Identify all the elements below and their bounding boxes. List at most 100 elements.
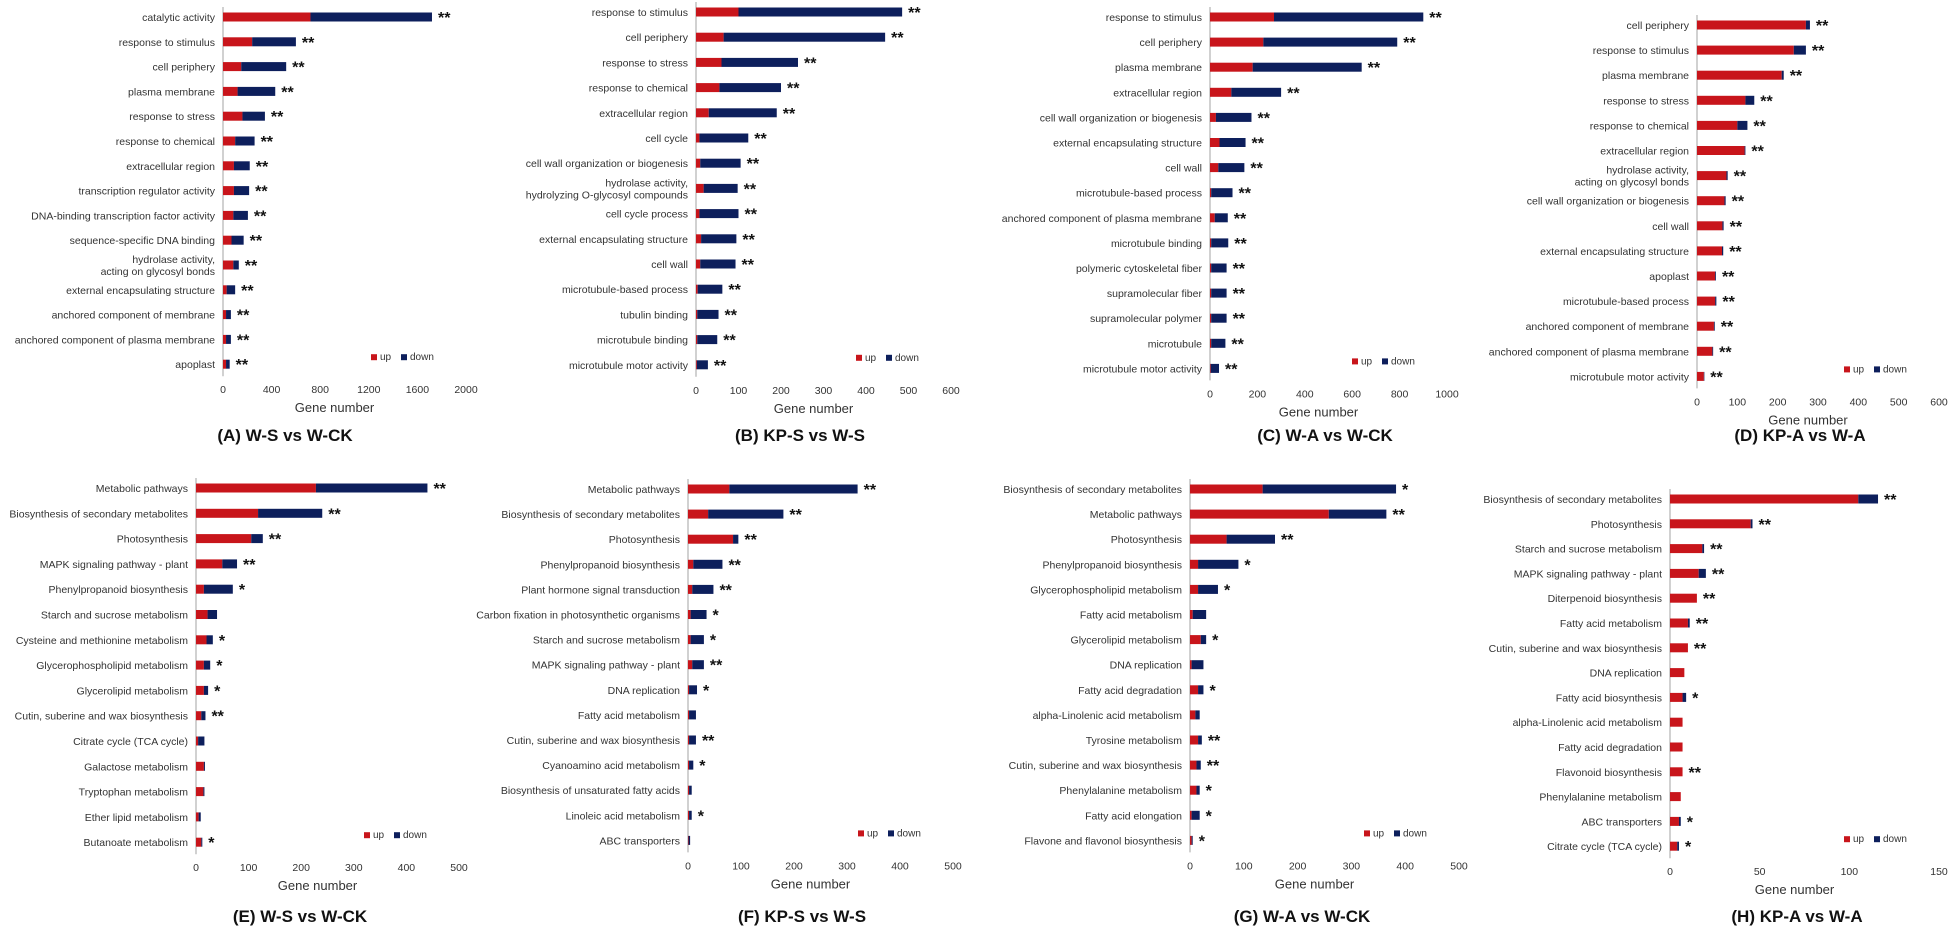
bar-up	[1670, 593, 1697, 603]
bar-up	[1190, 584, 1199, 594]
significance-marker: **	[1207, 758, 1220, 775]
category-label: microtubule-based process	[1563, 296, 1689, 308]
bar-down	[738, 7, 903, 17]
bar-up	[688, 610, 691, 619]
significance-marker: **	[256, 159, 269, 176]
significance-marker: **	[1703, 591, 1716, 608]
significance-marker: **	[804, 55, 817, 72]
bar-down	[1858, 494, 1879, 504]
category-label: anchored component of membrane	[52, 310, 216, 322]
bar-down	[1793, 45, 1806, 55]
bar-down	[1218, 163, 1245, 173]
category-label: microtubule binding	[1111, 238, 1202, 250]
x-tick-label: 100	[1235, 860, 1253, 872]
significance-marker: **	[433, 481, 446, 498]
category-label: external encapsulating structure	[66, 285, 215, 297]
significance-marker: **	[1368, 60, 1381, 77]
bar-up	[1210, 338, 1212, 348]
chart-panel-4: cell periphery ** response to stimulus ** pl…	[1489, 15, 1948, 445]
bar-down	[1191, 810, 1200, 820]
significance-marker: **	[742, 232, 755, 249]
bar-up	[696, 158, 701, 168]
bar-down	[1211, 288, 1227, 298]
bar-down	[1722, 221, 1724, 231]
category-label: response to stress	[602, 57, 688, 69]
category-label: Flavone and flavonol biosynthesis	[1024, 835, 1182, 847]
bar-down	[233, 210, 248, 220]
significance-marker: **	[1732, 194, 1745, 211]
bar-down	[689, 685, 698, 695]
category-label: alpha-Linolenic acid metabolism	[1033, 710, 1183, 722]
legend-label-down: down	[897, 828, 921, 839]
bar-up	[688, 760, 690, 770]
significance-marker: *	[214, 683, 221, 700]
category-label: Biosynthesis of secondary metabolites	[9, 508, 188, 520]
bar-up	[688, 660, 693, 670]
significance-marker: *	[1212, 633, 1219, 650]
bar-up	[1190, 559, 1199, 569]
significance-marker: *	[1685, 839, 1692, 856]
legend-label-down: down	[1391, 356, 1415, 367]
x-tick-label: 800	[1391, 388, 1409, 400]
significance-marker: **	[1403, 35, 1416, 52]
significance-marker: **	[1758, 517, 1771, 534]
significance-marker: **	[1231, 336, 1244, 353]
bar-up	[1670, 668, 1685, 678]
significance-marker: **	[1722, 269, 1735, 286]
significance-marker: **	[1730, 219, 1743, 236]
bar-down	[206, 635, 213, 645]
category-label: cell wall	[651, 259, 688, 271]
bar-up	[696, 32, 724, 42]
category-label: cell periphery	[1140, 37, 1203, 49]
significance-marker: **	[1689, 765, 1702, 782]
bar-up	[696, 108, 709, 118]
bar-up	[1210, 188, 1212, 198]
category-label: cell cycle process	[606, 209, 688, 221]
x-tick-label: 200	[772, 385, 790, 397]
bar-down	[226, 285, 236, 295]
x-tick-label: 50	[1754, 866, 1766, 878]
bar-up	[196, 660, 204, 670]
category-label: Phenylpropanoid biosynthesis	[48, 584, 188, 596]
bar-down	[703, 183, 738, 193]
bar-up	[1697, 95, 1746, 105]
bar-down	[1211, 313, 1227, 323]
significance-marker: **	[1760, 93, 1773, 110]
panel-title: (F) KP-S vs W-S	[738, 907, 866, 926]
bar-down	[198, 736, 205, 746]
bar-up	[1190, 660, 1192, 670]
category-label: cell periphery	[1627, 20, 1690, 32]
bar-up	[196, 508, 259, 518]
category-label: microtubule motor activity	[569, 360, 689, 372]
category-label: Cutin, suberine and wax biosynthesis	[1489, 643, 1662, 655]
chart-panel-1: catalytic activity ** response to stimulus…	[15, 7, 478, 445]
bar-down	[689, 710, 696, 720]
bar-up	[1670, 841, 1678, 851]
bar-down	[242, 111, 265, 121]
bar-up	[1210, 363, 1211, 373]
category-label: Starch and sucrose metabolism	[533, 635, 680, 647]
x-tick-label: 100	[732, 860, 750, 872]
x-tick-label: 400	[1396, 860, 1414, 872]
bar-down	[1724, 196, 1726, 206]
significance-marker: *	[1199, 833, 1206, 850]
category-label: ABC transporters	[1581, 816, 1662, 828]
category-label: external encapsulating structure	[1053, 138, 1202, 150]
category-label: polymeric cytoskeletal fiber	[1076, 263, 1203, 275]
bar-up	[196, 559, 223, 569]
bar-up	[1190, 760, 1197, 770]
bar-down	[697, 284, 723, 294]
x-tick-label: 0	[1187, 860, 1193, 872]
significance-marker: *	[1206, 808, 1213, 825]
x-axis-label: Gene number	[295, 400, 375, 415]
category-label: Fatty acid metabolism	[1080, 610, 1182, 622]
legend-swatch-down	[886, 354, 892, 361]
bar-down	[1263, 37, 1398, 47]
panel-title: (H) KP-A vs W-A	[1731, 907, 1862, 926]
bar-down	[688, 835, 691, 845]
category-label: MAPK signaling pathway - plant	[532, 660, 680, 672]
category-label: apoplast	[1649, 271, 1689, 283]
bar-up	[1210, 87, 1232, 97]
significance-marker: **	[723, 333, 736, 350]
legend-label-down: down	[1883, 364, 1907, 375]
